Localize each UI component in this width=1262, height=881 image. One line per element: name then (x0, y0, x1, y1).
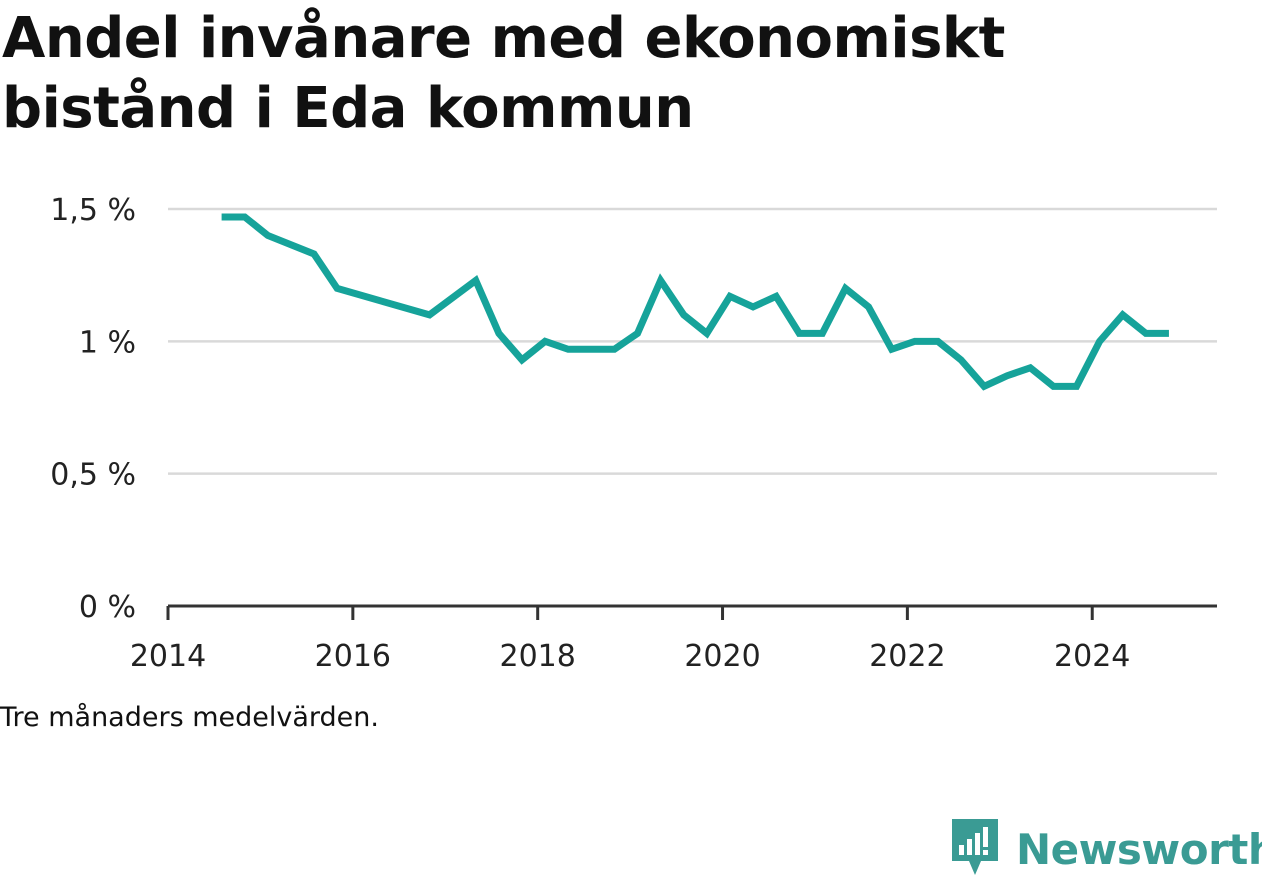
y-tick-label: 1 % (79, 325, 136, 360)
chart-footnote: Tre månaders medelvärden. (0, 702, 379, 733)
brand-name: Newsworthy (1016, 825, 1262, 874)
x-tick-label: 2020 (684, 639, 760, 674)
line-chart: 0 % 0,5 % 1 % 1,5 % 2014 2016 2018 2020 2022 202… (0, 0, 1262, 700)
x-tick-label: 2016 (315, 639, 391, 674)
x-axis: 2014 2016 2018 2020 2022 2024 (130, 606, 1217, 674)
series-layer (222, 217, 1170, 387)
x-tick-label: 2022 (869, 639, 945, 674)
y-tick-label: 0 % (79, 590, 136, 625)
y-axis-ticks: 0 % 0,5 % 1 % 1,5 % (50, 193, 136, 625)
series-line (222, 217, 1169, 386)
newsworthy-logo-icon (950, 817, 1000, 881)
x-tick-label: 2018 (500, 639, 576, 674)
grid-lines (168, 209, 1217, 474)
x-tick-label: 2024 (1054, 639, 1130, 674)
brand-logo[interactable]: Newsworthy (950, 818, 1262, 880)
y-tick-label: 0,5 % (50, 458, 136, 493)
y-tick-label: 1,5 % (50, 193, 136, 228)
x-tick-label: 2014 (130, 639, 206, 674)
